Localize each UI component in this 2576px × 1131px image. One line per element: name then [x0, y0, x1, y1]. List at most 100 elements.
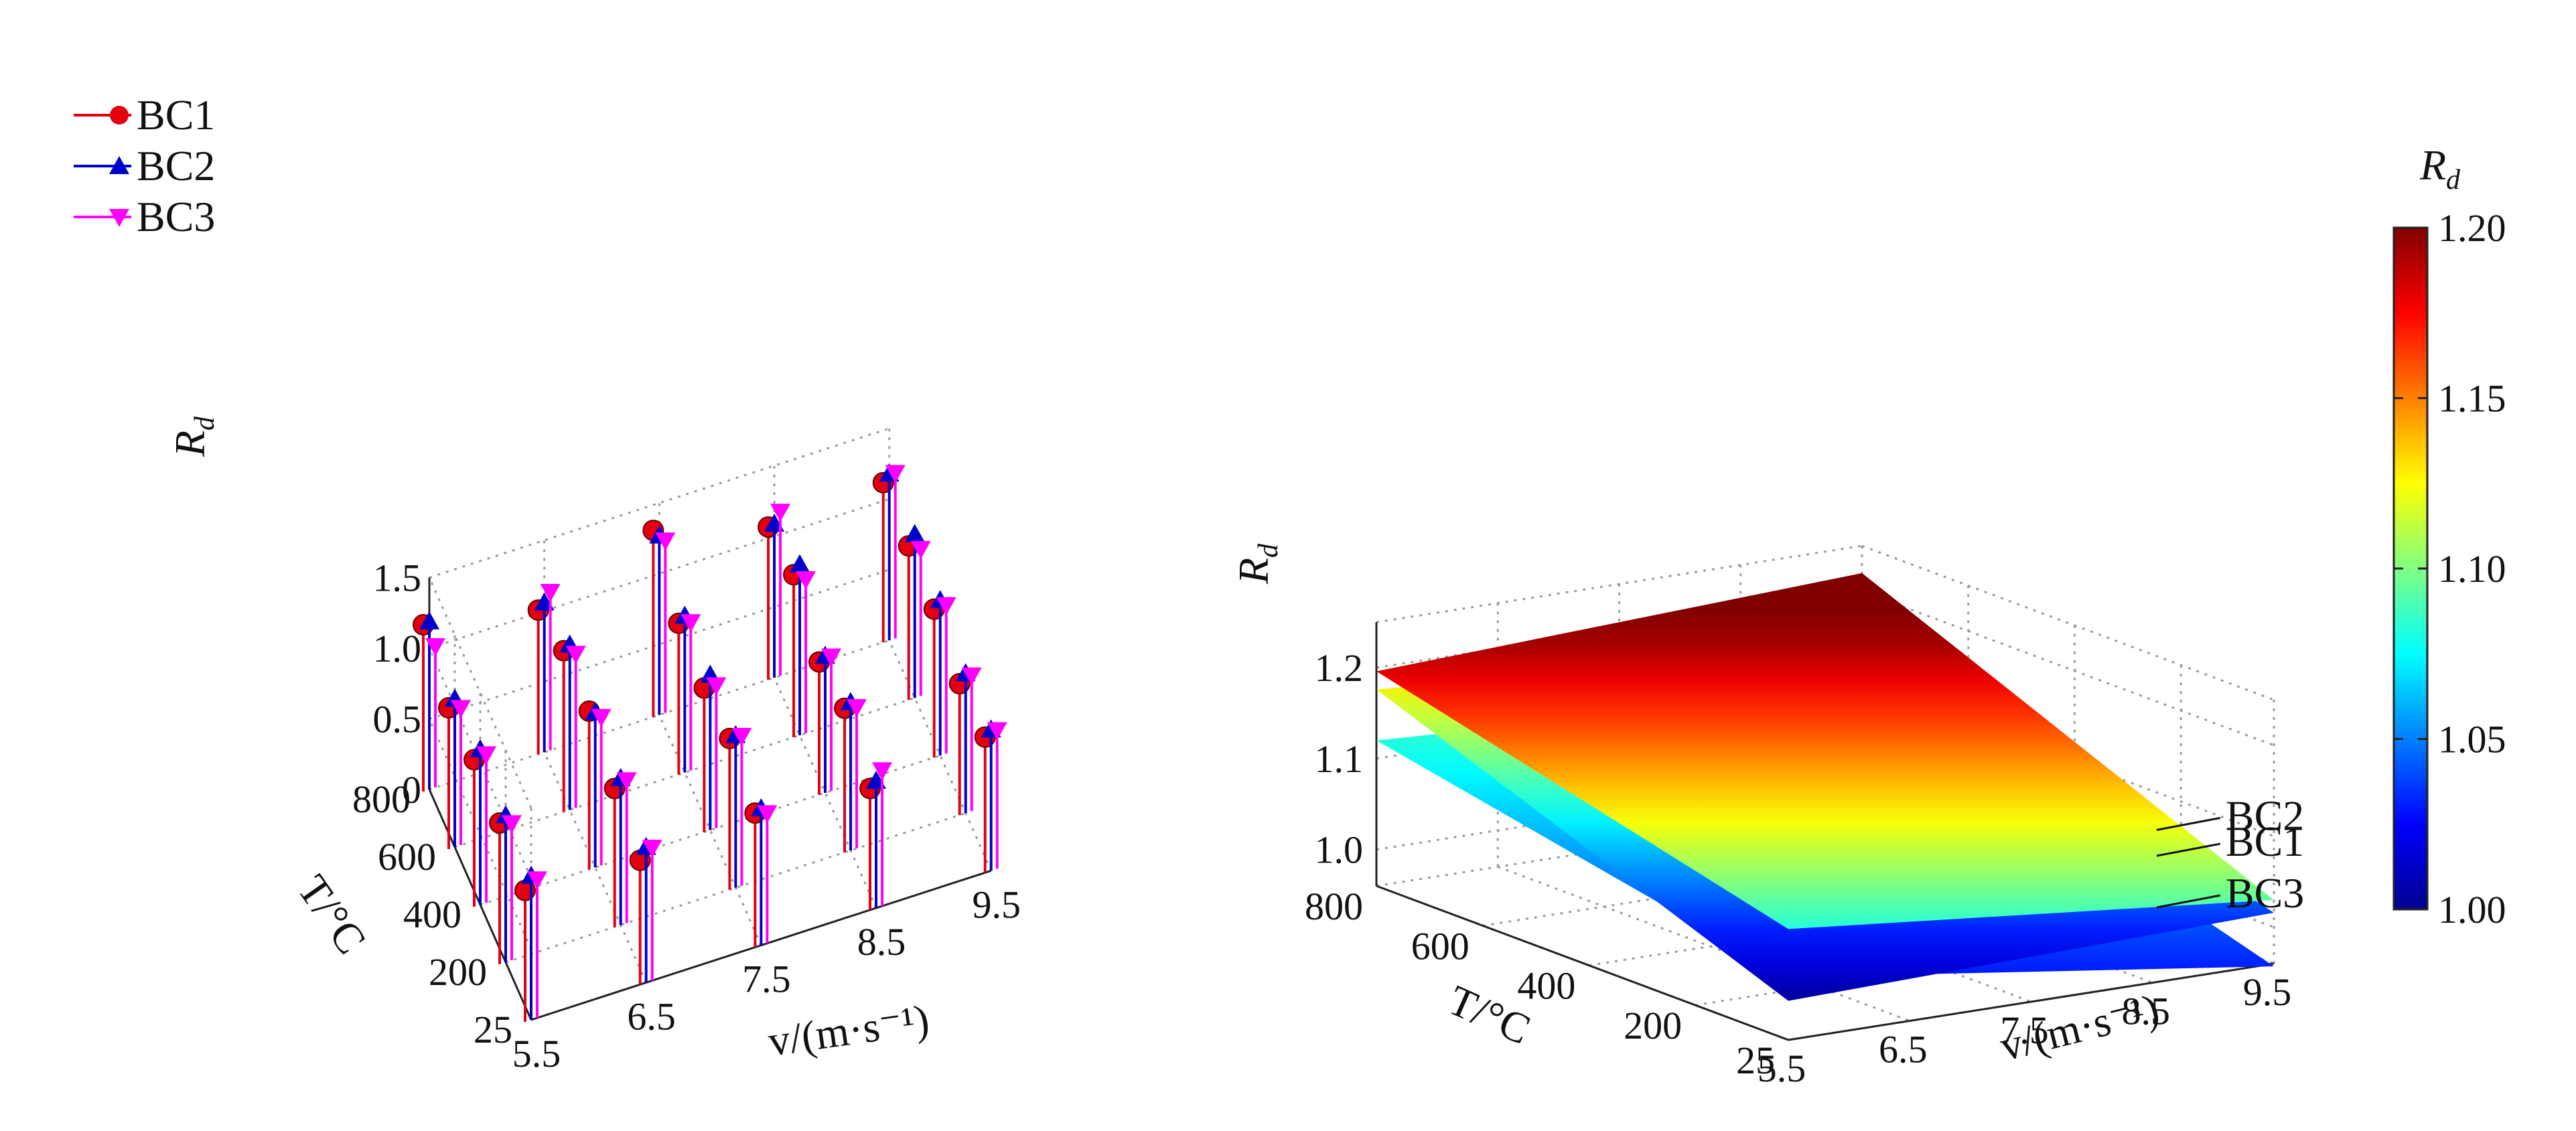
- y-tick-label: 800: [352, 777, 411, 821]
- marker-point: [910, 540, 931, 559]
- side-wall-gridline-z: [428, 718, 532, 950]
- series-bc2: [419, 463, 1001, 1020]
- marker-point: [451, 700, 471, 719]
- x-tick-label: 6.5: [1879, 1028, 1928, 1071]
- marker-point: [565, 646, 586, 664]
- marker-point: [419, 611, 439, 629]
- x-tick-label: 8.5: [857, 920, 906, 964]
- y-tick-label: 200: [429, 950, 487, 994]
- colorbar-tick-label: 1.15: [2438, 377, 2506, 421]
- series-callout-line: [2156, 842, 2221, 857]
- y-tick-label: 600: [378, 835, 436, 879]
- stem-chart-y-axis-label: T/°C: [289, 866, 376, 962]
- series-callout-label: BC3: [2226, 869, 2304, 917]
- marker-point: [790, 554, 810, 573]
- marker-point: [642, 839, 662, 858]
- marker-point: [872, 762, 893, 781]
- y-tick-label: 25: [474, 1008, 512, 1051]
- y-tick-label: 600: [1411, 924, 1470, 968]
- marker-point: [616, 772, 637, 791]
- back-wall-gridline-z: [429, 569, 890, 720]
- marker-point: [847, 698, 867, 717]
- x-tick-label: 6.5: [627, 994, 676, 1038]
- z-tick-label: 0: [402, 768, 421, 812]
- y-tick-label: 200: [1624, 1004, 1682, 1047]
- y-axis-line: [1376, 885, 1789, 1041]
- plane-bc2: [1376, 573, 2274, 929]
- y-tick-label: 800: [1305, 885, 1363, 928]
- z-tick-label: 1.0: [1315, 828, 1364, 872]
- back-wall-gridline-z: [429, 498, 890, 650]
- z-tick-label: 0.5: [373, 698, 422, 741]
- marker-point: [885, 465, 906, 483]
- floor-gridline-v: [773, 677, 877, 909]
- surface-chart-z-axis-label: Rd: [1230, 543, 1284, 585]
- floor-gridline-v: [543, 751, 648, 983]
- marker-point: [655, 532, 676, 551]
- stem-chart-3d: 5.56.57.58.59.52520040060080000.51.01.5 …: [74, 91, 1021, 1075]
- back-wall-top: [1376, 544, 1863, 623]
- marker-point: [821, 648, 842, 667]
- marker-point: [770, 504, 791, 522]
- colorbar-tick-label: 1.05: [2438, 718, 2506, 761]
- side-wall-gridline-z: [428, 648, 532, 879]
- stem-chart-x-axis-label: v/(m·s⁻¹): [766, 996, 932, 1065]
- marker-point: [591, 708, 612, 727]
- marker-point: [527, 871, 547, 890]
- z-tick-label: 1.1: [1315, 737, 1364, 781]
- series-callout-label: BC2: [2226, 791, 2304, 839]
- marker-point: [706, 677, 727, 696]
- y-tick-label: 400: [403, 893, 461, 936]
- marker-point: [681, 614, 701, 633]
- side-wall-gridline-z: [1861, 590, 2275, 747]
- x-axis-line: [1788, 962, 2275, 1041]
- marker-point: [425, 638, 445, 656]
- colorbar-tick-label: 1.00: [2438, 888, 2506, 931]
- marker-point: [987, 722, 1007, 741]
- stem-chart-series: [413, 463, 1007, 1022]
- series-callout-label: BC1: [2226, 818, 2304, 865]
- series-callout-line: [2156, 894, 2221, 909]
- surface-chart-axes: [1375, 622, 2275, 1041]
- x-tick-label: 9.5: [972, 883, 1021, 926]
- x-tick-label: 8.5: [2122, 990, 2171, 1033]
- marker-point: [936, 597, 956, 615]
- y-tick-label: 25: [1736, 1039, 1775, 1082]
- floor-gridline-t: [505, 812, 967, 964]
- legend-item-bc3: BC3: [74, 193, 215, 240]
- x-tick-label: 7.5: [742, 958, 791, 1001]
- marker-point: [476, 746, 496, 765]
- x-tick-label: 7.5: [2000, 1008, 2049, 1052]
- floor-gridline-v: [1497, 866, 1910, 1022]
- floor-gridline-v: [658, 714, 762, 946]
- colorbar-tick-label: 1.10: [2438, 547, 2506, 591]
- side-wall-gridline-z: [428, 577, 532, 809]
- legend-marker: [110, 106, 129, 125]
- series-callout-line: [2156, 816, 2221, 831]
- colorbar: Rd 1.00 1.05 1.10 1.15 1.20: [2392, 141, 2506, 931]
- legend-marker: [109, 209, 129, 227]
- legend-label: BC3: [137, 193, 215, 240]
- surface-chart-tick-labels: 5.5 6.5 7.5 8.5 9.5 25 200 400 600 800 1.0 1.1 1.2: [1305, 646, 2291, 1090]
- z-tick-label: 1.5: [373, 556, 422, 600]
- marker-point: [904, 524, 925, 542]
- marker-point: [731, 727, 752, 746]
- colorbar-tick-label: 1.20: [2438, 206, 2506, 250]
- stem-chart-z-axis-label: Rd: [166, 416, 220, 457]
- svg-text:Rd: Rd: [166, 416, 220, 457]
- marker-point: [796, 571, 816, 589]
- legend-item-bc1: BC1: [74, 91, 215, 139]
- marker-point: [961, 667, 982, 686]
- colorbar-ticks: 1.00 1.05 1.10 1.15 1.20: [2394, 206, 2506, 931]
- z-tick-label: 1.0: [373, 627, 422, 670]
- x-tick-label: 5.5: [512, 1032, 561, 1075]
- series-bc3: [425, 465, 1007, 1018]
- svg-text:Rd: Rd: [1230, 543, 1284, 585]
- legend-label: BC1: [137, 91, 215, 139]
- legend-item-bc2: BC2: [74, 142, 215, 190]
- x-tick-label: 5.5: [1758, 1047, 1806, 1090]
